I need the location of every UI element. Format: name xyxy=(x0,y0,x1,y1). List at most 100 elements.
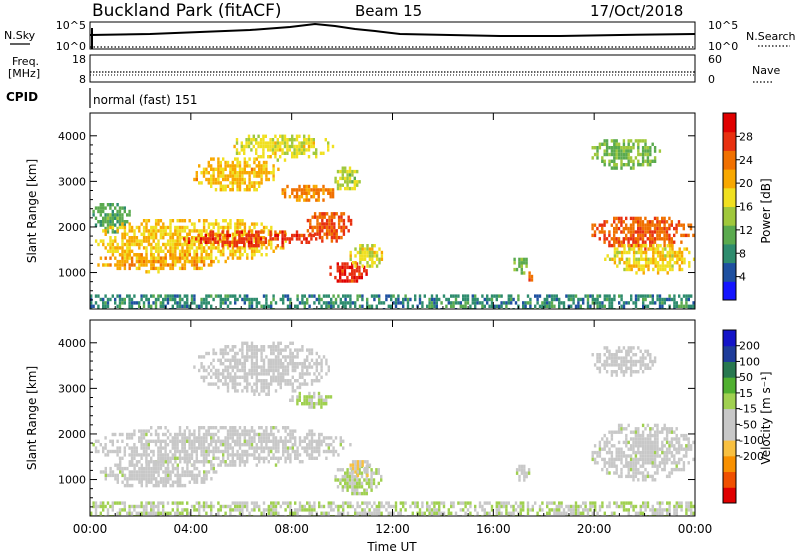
power-cell xyxy=(642,271,645,275)
velocity-cell xyxy=(339,436,342,440)
power-cell xyxy=(216,240,219,244)
velocity-cell xyxy=(629,356,633,360)
power-cell xyxy=(339,176,342,181)
power-cell xyxy=(639,233,642,238)
velocity-cell xyxy=(130,449,134,454)
velocity-cell xyxy=(186,453,189,457)
velocity-cell xyxy=(605,346,609,350)
power-cell xyxy=(507,297,510,302)
power-cell xyxy=(343,279,347,283)
velocity-cell xyxy=(118,511,122,515)
power-cell xyxy=(348,169,352,174)
power-cell xyxy=(231,181,234,185)
power-cell xyxy=(644,216,647,221)
velocity-cell xyxy=(603,440,606,445)
power-cell xyxy=(186,232,189,236)
power-cell xyxy=(661,247,665,251)
power-cell xyxy=(363,247,367,251)
velocity-cell xyxy=(195,460,198,464)
velocity-cell xyxy=(605,349,609,353)
velocity-cell xyxy=(138,470,141,474)
velocity-cell xyxy=(171,480,175,484)
power-cell xyxy=(321,212,324,216)
velocity-cell xyxy=(670,430,674,434)
velocity-cell xyxy=(222,375,225,379)
power-cell xyxy=(183,263,187,267)
power-cell xyxy=(104,294,107,298)
velocity-cell xyxy=(111,504,114,509)
power-cell xyxy=(211,230,215,234)
velocity-cell xyxy=(164,483,167,488)
velocity-cell xyxy=(262,379,266,383)
velocity-cell xyxy=(94,449,98,454)
power-cell xyxy=(178,259,182,264)
velocity-cell xyxy=(272,348,275,352)
power-cell xyxy=(238,151,241,155)
velocity-cell xyxy=(370,485,373,489)
power-cell xyxy=(641,149,645,153)
power-cell xyxy=(162,259,165,264)
velocity-cell xyxy=(152,470,155,474)
power-cell xyxy=(613,243,616,248)
power-cell xyxy=(236,249,239,253)
power-cell xyxy=(258,184,261,188)
power-cell xyxy=(116,213,119,217)
velocity-cell xyxy=(358,491,361,496)
velocity-cell xyxy=(207,460,210,464)
velocity-echo-region xyxy=(289,391,333,409)
power-cell xyxy=(488,297,491,302)
velocity-cell xyxy=(145,432,148,437)
velocity-cell xyxy=(346,481,349,486)
velocity-cell xyxy=(219,508,222,512)
velocity-cell xyxy=(658,454,662,458)
power-cell xyxy=(226,304,230,308)
velocity-cell xyxy=(193,429,196,433)
power-cell xyxy=(231,171,234,175)
power-cell xyxy=(433,301,436,305)
velocity-cell xyxy=(154,432,158,437)
velocity-cell xyxy=(274,375,278,379)
velocity-cell xyxy=(152,460,155,464)
power-cell xyxy=(366,247,369,251)
power-cell xyxy=(111,239,115,243)
velocity-cell xyxy=(641,450,645,455)
power-cell xyxy=(601,301,604,305)
velocity-cell xyxy=(284,456,287,460)
power-cell xyxy=(351,180,354,184)
power-cell xyxy=(673,250,677,255)
power-cell xyxy=(171,259,175,264)
power-cell xyxy=(283,233,287,238)
power-cell xyxy=(289,301,292,305)
power-cell xyxy=(116,220,119,224)
velocity-cell xyxy=(639,450,642,455)
velocity-cell xyxy=(625,427,628,431)
power-cell xyxy=(140,263,143,267)
velocity-cell xyxy=(346,478,349,482)
velocity-echo-region xyxy=(92,426,352,467)
velocity-cell xyxy=(651,363,654,367)
power-cell xyxy=(176,229,179,233)
velocity-cell xyxy=(145,429,148,433)
velocity-cell xyxy=(608,356,611,360)
velocity-cell xyxy=(234,362,237,366)
power-cell xyxy=(150,246,153,250)
velocity-cell xyxy=(154,439,158,443)
power-cell xyxy=(212,177,215,182)
power-cell xyxy=(238,237,241,241)
power-cell xyxy=(102,203,105,207)
power-cell xyxy=(224,188,227,192)
velocity-cell xyxy=(94,508,98,512)
velocity-cell xyxy=(593,363,597,367)
power-cell xyxy=(656,264,660,268)
power-cell xyxy=(99,206,102,210)
power-cell xyxy=(615,237,618,241)
power-cell xyxy=(219,253,223,257)
velocity-cell xyxy=(644,474,647,479)
power-cell xyxy=(567,294,570,298)
power-cell xyxy=(560,301,563,305)
power-cell xyxy=(247,237,251,241)
velocity-cell xyxy=(162,483,165,488)
power-cell xyxy=(276,138,279,142)
velocity-cell xyxy=(234,463,237,467)
velocity-cell xyxy=(610,373,614,377)
